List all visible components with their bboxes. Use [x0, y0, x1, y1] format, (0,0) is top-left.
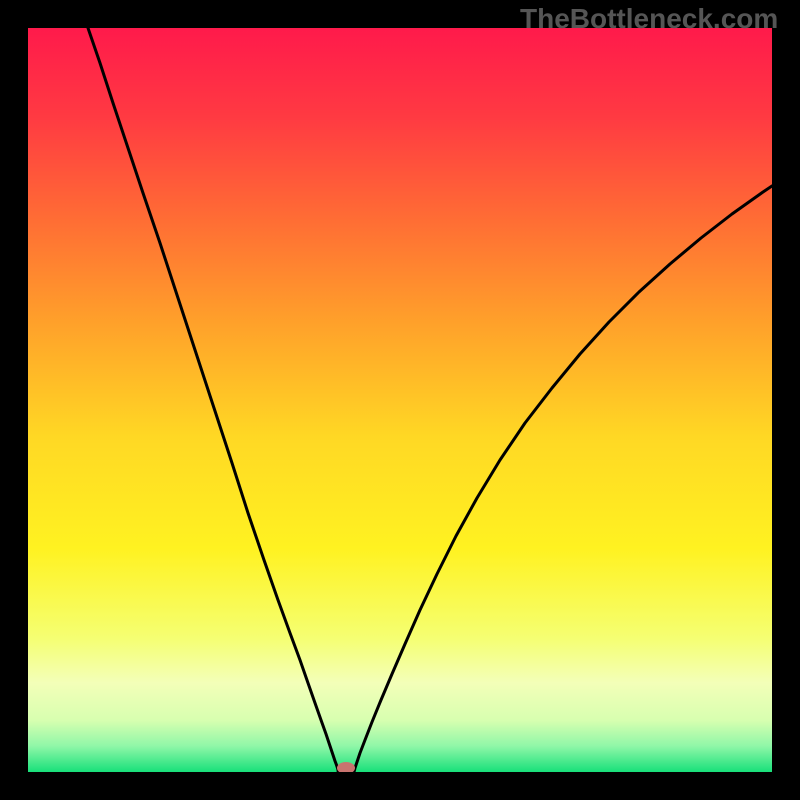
watermark-text: TheBottleneck.com [520, 3, 778, 35]
border-bottom [0, 772, 800, 800]
border-right [772, 0, 800, 800]
border-left [0, 0, 28, 800]
bottleneck-curve [28, 28, 772, 772]
chart-frame: TheBottleneck.com [0, 0, 800, 800]
optimal-point-marker [337, 762, 355, 772]
plot-area [28, 28, 772, 772]
